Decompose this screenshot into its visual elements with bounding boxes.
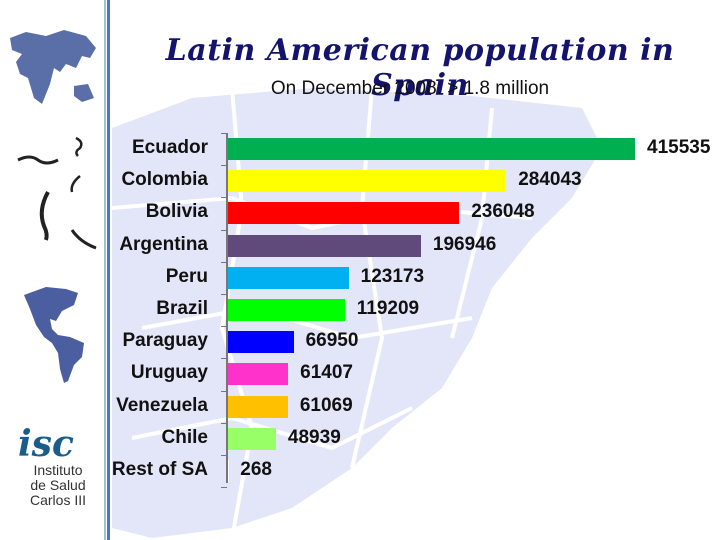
bar-row: Argentina 196946 xyxy=(0,230,720,262)
value-label: 268 xyxy=(240,459,272,480)
category-label: Peru xyxy=(165,265,208,287)
category-label: Chile xyxy=(161,426,208,448)
axis-tick xyxy=(221,165,227,167)
category-label: Colombia xyxy=(121,169,208,191)
value-label: 61069 xyxy=(299,394,353,416)
category-label: Venezuela xyxy=(116,394,208,416)
category-label: Uruguay xyxy=(130,362,208,384)
value-label: 284043 xyxy=(518,169,582,191)
bar xyxy=(228,299,345,321)
axis-tick xyxy=(221,133,227,134)
logo-line-1: Instituto xyxy=(33,462,83,478)
logo-line-2: de Salud xyxy=(30,477,86,493)
chart-subtitle: On December 2008: > 1.8 million xyxy=(270,78,550,99)
bar-row: Bolivia 236048 xyxy=(0,197,720,229)
axis-tick xyxy=(221,487,227,489)
bar xyxy=(228,234,421,257)
axis-tick xyxy=(221,358,227,360)
y-axis xyxy=(226,133,228,483)
value-label: 66950 xyxy=(305,330,359,352)
bar-row: Brazil 119209 xyxy=(0,294,720,326)
axis-tick xyxy=(221,326,227,328)
bar-row: Ecuador 415535 xyxy=(0,133,720,165)
bar xyxy=(228,266,349,289)
category-label: Bolivia xyxy=(145,201,208,223)
axis-tick xyxy=(221,294,227,295)
axis-tick xyxy=(221,390,227,392)
category-label: Ecuador xyxy=(131,137,208,158)
americas-map-icon xyxy=(24,287,84,383)
category-label: Paraguay xyxy=(122,330,208,352)
bar xyxy=(228,202,460,225)
bar-row: Uruguay 61407 xyxy=(0,358,720,390)
bar xyxy=(228,170,507,193)
axis-tick xyxy=(221,422,227,424)
bar-row: Paraguay 66950 xyxy=(0,326,720,358)
sidebar: isc Instituto de Salud Carlos III xyxy=(0,0,104,540)
logo-line-3: Carlos III xyxy=(29,492,86,508)
axis-tick xyxy=(221,229,227,231)
bar xyxy=(228,138,635,160)
divider-light xyxy=(104,0,106,540)
value-label: 123173 xyxy=(360,265,425,287)
chart-title: Latin American population in Spain xyxy=(165,33,675,103)
bar xyxy=(228,427,276,450)
value-label: 415535 xyxy=(647,137,711,158)
value-label: 119209 xyxy=(356,298,420,319)
parasite-icon xyxy=(17,136,97,250)
divider-dark xyxy=(107,0,110,540)
bar-row: Rest of SA 268 xyxy=(0,455,720,487)
bar-row: Venezuela 61069 xyxy=(0,391,720,423)
axis-tick xyxy=(221,197,227,199)
value-label: 196946 xyxy=(432,233,497,255)
bar-row: Chile 48939 xyxy=(0,423,720,455)
bar-row: Peru 123173 xyxy=(0,262,720,294)
value-label: 48939 xyxy=(287,426,341,448)
isciii-logo: isc Instituto de Salud Carlos III xyxy=(18,425,98,508)
category-label: Argentina xyxy=(119,233,208,255)
axis-tick xyxy=(221,455,227,456)
bar xyxy=(228,363,289,386)
world-map-icon xyxy=(10,30,96,104)
category-label: Brazil xyxy=(156,298,208,319)
axis-tick xyxy=(221,261,227,263)
value-label: 61407 xyxy=(300,362,353,384)
bar-row: Colombia 284043 xyxy=(0,165,720,197)
category-label: Rest of SA xyxy=(111,459,208,480)
bar xyxy=(228,331,294,354)
bar xyxy=(228,395,288,418)
value-label: 236048 xyxy=(471,201,535,223)
logo-mark: isc xyxy=(18,423,74,465)
